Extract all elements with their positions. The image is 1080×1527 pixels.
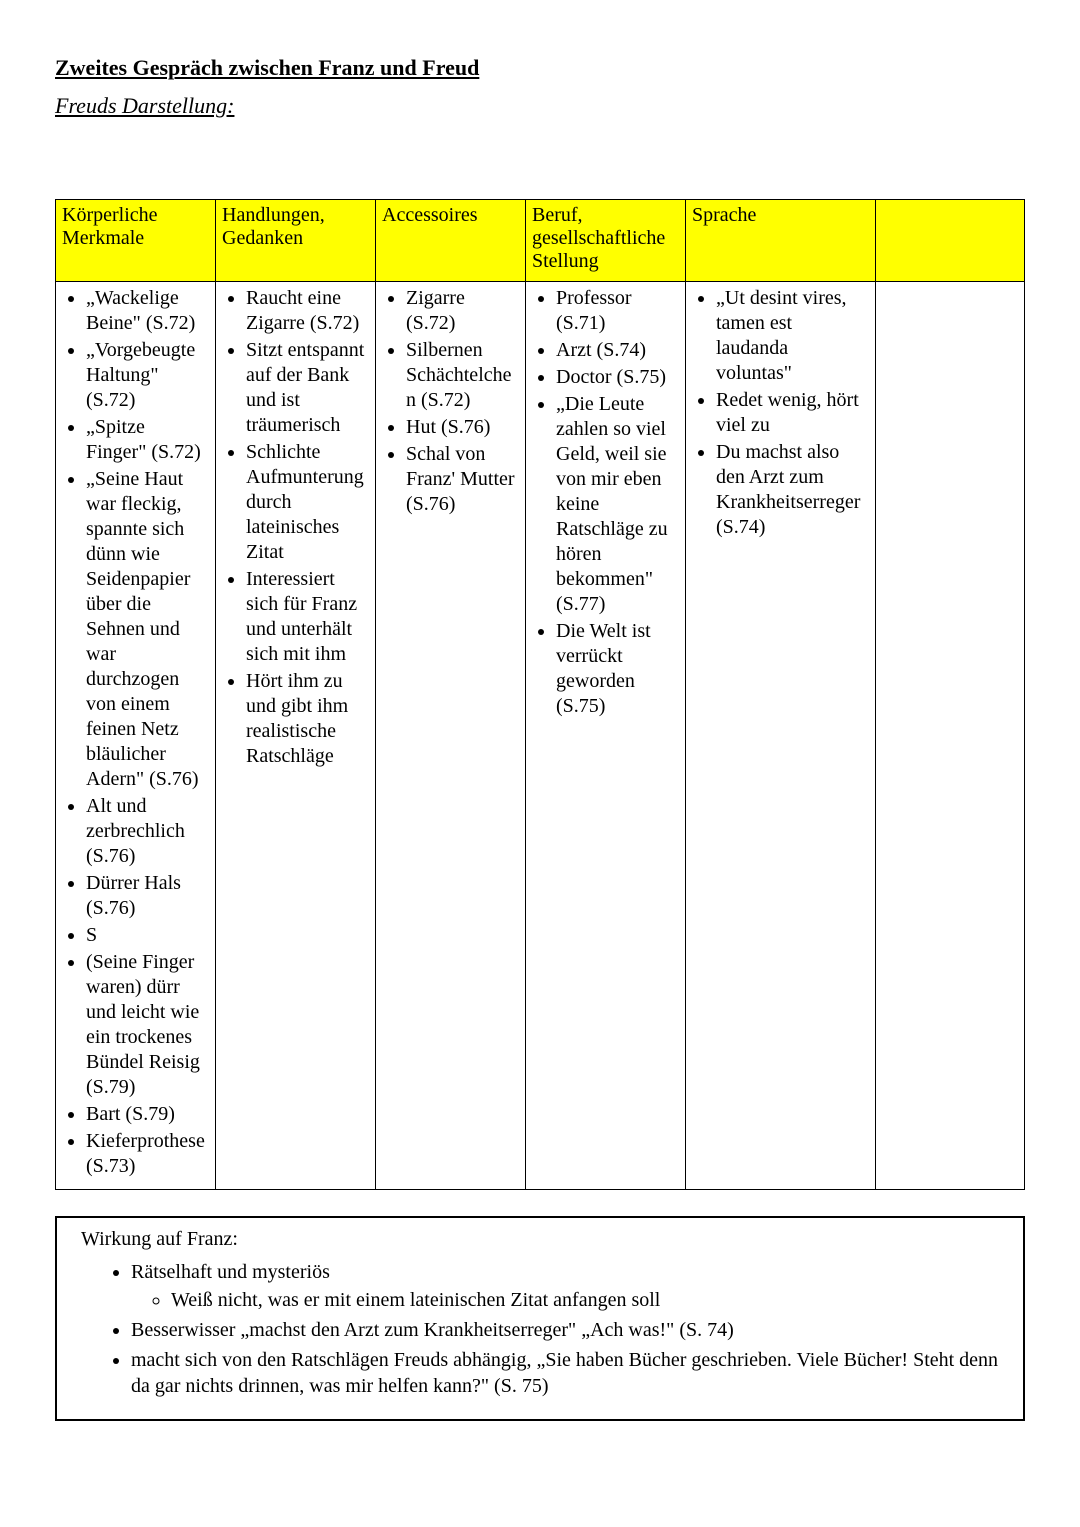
table-header-cell: Beruf, gesellschaftliche Stellung [526,200,686,282]
list-item: „Die Leute zahlen so viel Geld, weil sie… [556,392,679,617]
page-subtitle: Freuds Darstellung: [55,93,1025,119]
list-item: Hut (S.76) [406,415,519,440]
list-item: Die Welt ist verrückt geworden (S.75) [556,619,679,719]
cell-empty [876,282,1025,1190]
table-header-cell: Körperliche Merkmale [56,200,216,282]
effect-item: macht sich von den Ratschlägen Freuds ab… [131,1347,1009,1399]
effect-title: Wirkung auf Franz: [81,1228,1009,1251]
list-item: Silbernen Schächtelchen (S.72) [406,338,519,413]
page-title: Zweites Gespräch zwischen Franz und Freu… [55,55,1025,81]
list-item: „Wackelige Beine" (S.72) [86,286,209,336]
effect-item: Rätselhaft und mysteriösWeiß nicht, was … [131,1259,1009,1313]
table-header-cell: Handlungen, Gedanken [216,200,376,282]
list-item: Schal von Franz' Mutter (S.76) [406,442,519,517]
table-row: „Wackelige Beine" (S.72)„Vorgebeugte Hal… [56,282,1025,1190]
list-item: „Vorgebeugte Haltung" (S.72) [86,338,209,413]
list-item: Sitzt entspannt auf der Bank und ist trä… [246,338,369,438]
list-item: Interessiert sich für Franz und unterhäl… [246,567,369,667]
list-item: „Spitze Finger" (S.72) [86,415,209,465]
cell-koerperliche: „Wackelige Beine" (S.72)„Vorgebeugte Hal… [56,282,216,1190]
list-item: S [86,923,209,948]
list-item: Professor (S.71) [556,286,679,336]
table-header-cell: Sprache [686,200,876,282]
list-item: Arzt (S.74) [556,338,679,363]
list-item: (Seine Finger waren) dürr und leicht wie… [86,950,209,1100]
list-item: Kieferprothese (S.73) [86,1129,209,1179]
cell-handlungen: Raucht eine Zigarre (S.72)Sitzt entspann… [216,282,376,1190]
list-item: Schlichte Aufmunterung durch lateinische… [246,440,369,565]
cell-sprache: „Ut desint vires, tamen est laudanda vol… [686,282,876,1190]
list-item: Zigarre (S.72) [406,286,519,336]
main-table: Körperliche MerkmaleHandlungen, Gedanken… [55,199,1025,1190]
list-item: Raucht eine Zigarre (S.72) [246,286,369,336]
cell-accessoires: Zigarre (S.72)Silbernen Schächtelchen (S… [376,282,526,1190]
list-item: Dürrer Hals (S.76) [86,871,209,921]
table-header-cell: Accessoires [376,200,526,282]
table-header-row: Körperliche MerkmaleHandlungen, Gedanken… [56,200,1025,282]
list-item: Du machst also den Arzt zum Krankheitser… [716,440,869,540]
table-header-cell [876,200,1025,282]
list-item: Doctor (S.75) [556,365,679,390]
effect-list: Rätselhaft und mysteriösWeiß nicht, was … [71,1259,1009,1399]
list-item: Bart (S.79) [86,1102,209,1127]
effect-box: Wirkung auf Franz: Rätselhaft und myster… [55,1216,1025,1421]
cell-beruf: Professor (S.71)Arzt (S.74)Doctor (S.75)… [526,282,686,1190]
list-item: Alt und zerbrechlich (S.76) [86,794,209,869]
list-item: „Ut desint vires, tamen est laudanda vol… [716,286,869,386]
list-item: „Seine Haut war fleckig, spannte sich dü… [86,467,209,792]
effect-item: Besserwisser „machst den Arzt zum Krankh… [131,1317,1009,1343]
list-item: Redet wenig, hört viel zu [716,388,869,438]
list-item: Hört ihm zu und gibt ihm realistische Ra… [246,669,369,769]
page: Zweites Gespräch zwischen Franz und Freu… [0,0,1080,1527]
effect-subitem: Weiß nicht, was er mit einem lateinische… [171,1287,1009,1313]
